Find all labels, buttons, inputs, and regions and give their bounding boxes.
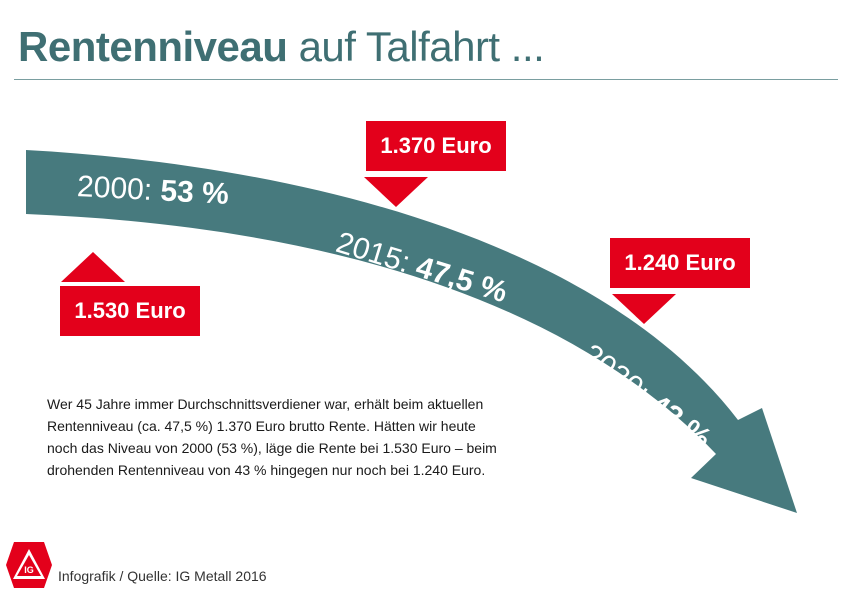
pointer-up-icon	[61, 252, 125, 282]
title-rest: auf Talfahrt ...	[298, 23, 545, 70]
pointer-down-icon	[612, 294, 676, 324]
year-2000: 2000:	[76, 170, 153, 207]
pointer-down-icon	[364, 177, 428, 207]
page-title: Rentenniveau auf Talfahrt ...	[18, 22, 545, 72]
logo-text: IG	[24, 565, 34, 575]
decline-arrow-shape	[26, 150, 797, 513]
percent-2000: 53 %	[159, 174, 230, 211]
amount-badge-2015: 1.370 Euro	[366, 121, 506, 171]
title-bold: Rentenniveau	[18, 23, 288, 70]
amount-badge-2030: 1.240 Euro	[610, 238, 750, 288]
ig-metall-logo: IG	[6, 542, 52, 588]
amount-badge-2000: 1.530 Euro	[60, 286, 200, 336]
title-divider	[14, 79, 838, 80]
source-note: Infografik / Quelle: IG Metall 2016	[58, 568, 267, 584]
description-text: Wer 45 Jahre immer Durchschnittsverdiene…	[47, 396, 497, 478]
